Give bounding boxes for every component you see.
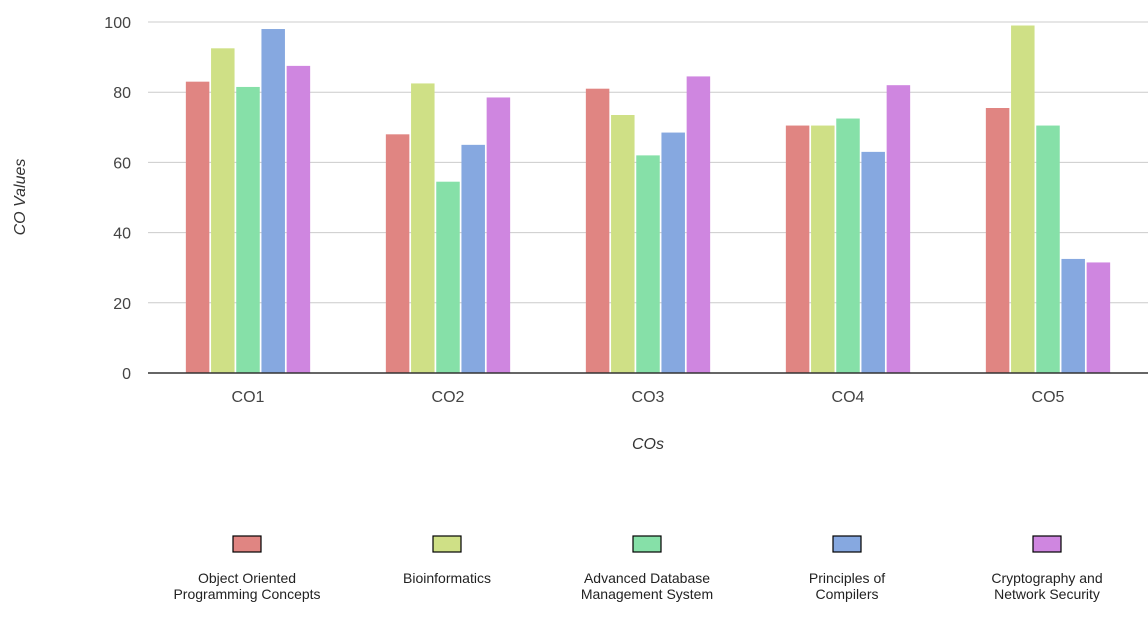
bar (636, 155, 660, 373)
bar (1086, 262, 1111, 373)
legend-swatch (832, 535, 862, 553)
legend-swatch (1032, 535, 1062, 553)
x-tick-label: CO1 (232, 389, 265, 406)
legend-item: Advanced Database Management System (581, 535, 713, 602)
legend-label: Bioinformatics (403, 570, 491, 586)
legend-swatch (232, 535, 262, 553)
x-axis-title: COs (632, 436, 664, 453)
legend-swatch (432, 535, 462, 553)
y-tick-label: 0 (122, 366, 131, 383)
bar (1036, 125, 1060, 373)
x-tick-label: CO5 (1032, 389, 1065, 406)
x-tick-label: CO2 (432, 389, 465, 406)
y-axis-ticks: 0 20 40 60 80 100 (104, 15, 131, 383)
y-tick-label: 40 (113, 226, 131, 243)
bar (411, 83, 435, 374)
bar (585, 88, 610, 373)
x-axis-ticks: CO1 CO2 CO3 CO4 CO5 (232, 389, 1065, 406)
bar (661, 132, 685, 373)
legend-item: Cryptography and Network Security (991, 535, 1103, 602)
legend-label: Object Oriented Programming Concepts (173, 570, 320, 602)
bar (836, 118, 860, 373)
y-tick-label: 80 (113, 85, 131, 102)
bar (785, 125, 810, 373)
bar (611, 115, 635, 373)
legend: Object Oriented Programming Concepts Bioin… (173, 535, 1103, 602)
legend-swatch (632, 535, 662, 553)
bar (1011, 25, 1035, 373)
bar (811, 125, 835, 373)
bar (185, 81, 210, 374)
y-tick-label: 20 (113, 296, 131, 313)
legend-item: Principles of Compilers (809, 535, 885, 602)
bar (436, 181, 460, 373)
bar (236, 86, 260, 373)
y-tick-label: 60 (113, 155, 131, 172)
bar (486, 97, 511, 374)
legend-item: Object Oriented Programming Concepts (173, 535, 321, 602)
legend-label: Cryptography and Network Security (991, 570, 1102, 602)
legend-label: Principles of Compilers (809, 570, 885, 602)
x-tick-label: CO4 (832, 389, 865, 406)
legend-item: Bioinformatics (403, 535, 491, 586)
bars (185, 25, 1111, 374)
bar (461, 144, 485, 373)
bar (886, 85, 911, 374)
y-axis-title: CO Values (12, 159, 29, 236)
bar (286, 65, 311, 374)
y-tick-label: 100 (104, 15, 131, 32)
bar (261, 29, 285, 374)
bar (385, 134, 410, 373)
x-tick-label: CO3 (632, 389, 665, 406)
bar (985, 108, 1010, 373)
bar (686, 76, 711, 373)
bar (211, 48, 235, 373)
bar (861, 151, 885, 373)
legend-label: Advanced Database Management System (581, 570, 713, 602)
bar (1061, 258, 1085, 373)
